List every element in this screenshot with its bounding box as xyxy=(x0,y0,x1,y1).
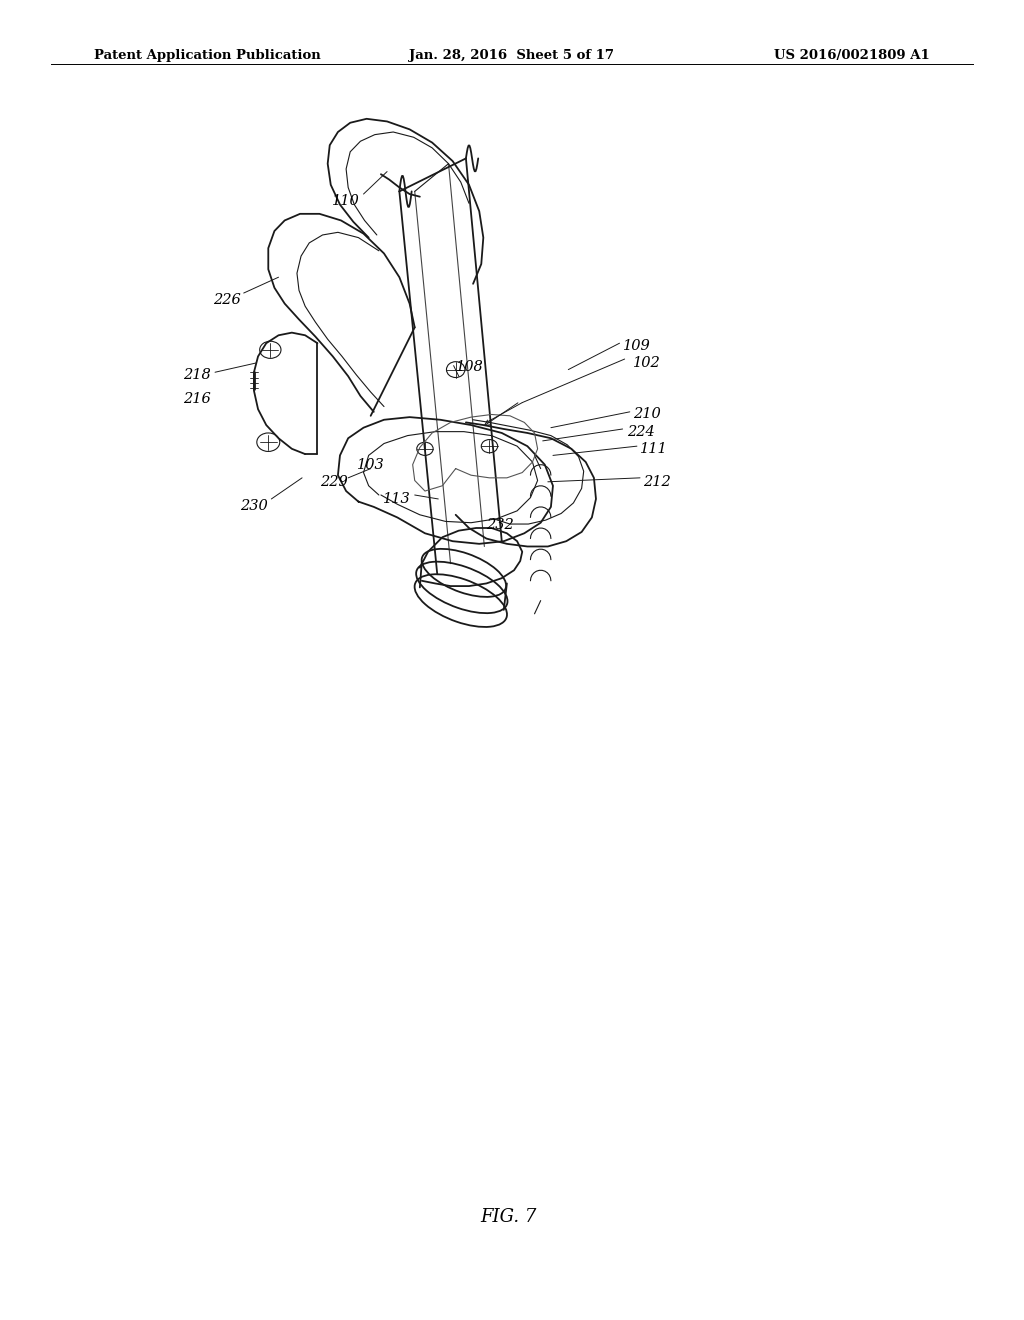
Text: 232: 232 xyxy=(485,519,514,532)
Text: US 2016/0021809 A1: US 2016/0021809 A1 xyxy=(774,49,930,62)
Text: 111: 111 xyxy=(640,442,668,455)
Text: 218: 218 xyxy=(182,368,211,381)
Text: 226: 226 xyxy=(213,293,242,306)
Text: 230: 230 xyxy=(240,499,268,512)
Text: 210: 210 xyxy=(633,408,660,421)
Text: 216: 216 xyxy=(182,392,211,405)
Text: FIG. 7: FIG. 7 xyxy=(480,1208,538,1226)
Text: 108: 108 xyxy=(456,360,483,374)
Text: 113: 113 xyxy=(383,492,412,506)
Text: 102: 102 xyxy=(633,356,660,370)
Text: 103: 103 xyxy=(356,458,385,471)
Text: Patent Application Publication: Patent Application Publication xyxy=(94,49,321,62)
Text: 224: 224 xyxy=(627,425,654,438)
Text: 110: 110 xyxy=(332,194,360,207)
Text: Jan. 28, 2016  Sheet 5 of 17: Jan. 28, 2016 Sheet 5 of 17 xyxy=(410,49,614,62)
Text: 229: 229 xyxy=(319,475,348,488)
Text: 212: 212 xyxy=(643,475,671,488)
Text: 109: 109 xyxy=(623,339,650,352)
